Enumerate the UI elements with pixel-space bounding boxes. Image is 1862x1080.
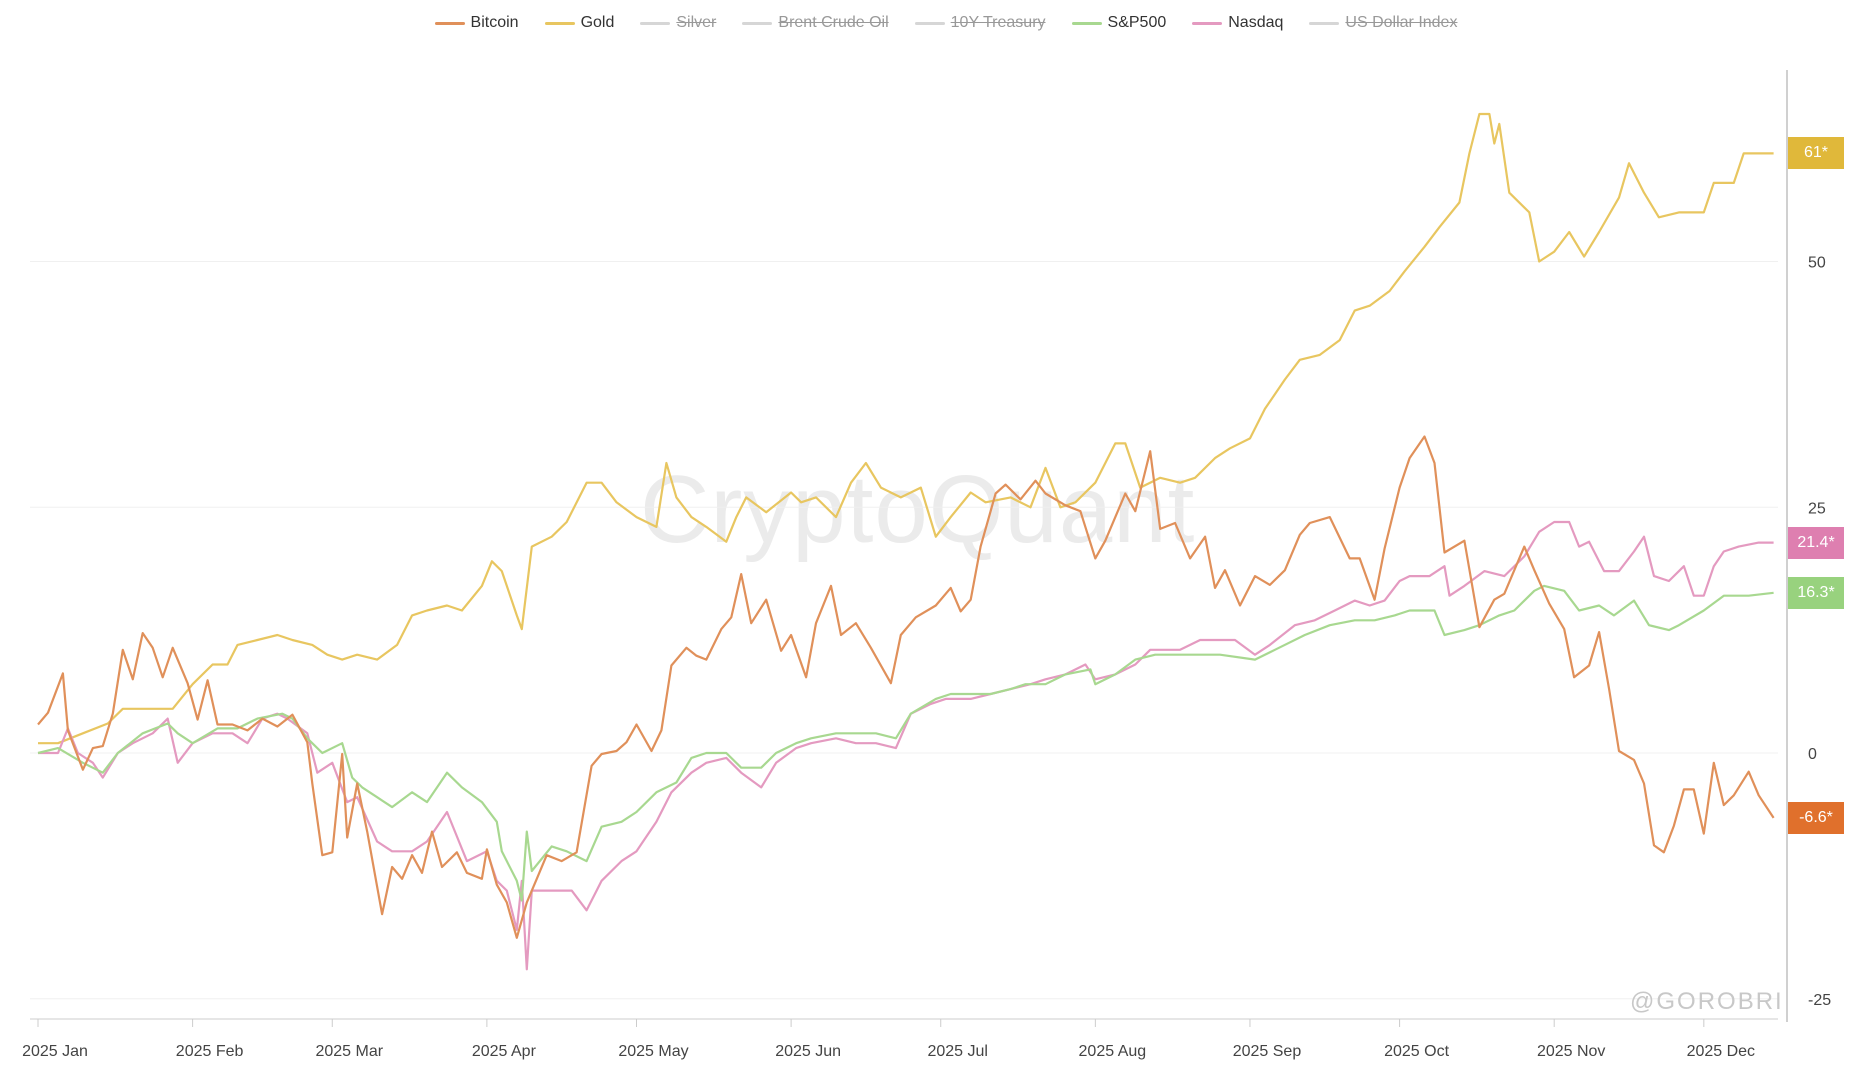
last-value-badge-bitcoin: -6.6* [1788,801,1844,834]
x-tick-label: 2025 Mar [315,1043,383,1060]
legend-label: Gold [580,14,615,31]
legend-swatch [742,21,773,25]
x-tick-label: 2025 Jan [22,1043,88,1060]
legend-label: Bitcoin [470,14,519,31]
series-line-bitcoin [37,435,1775,939]
credit-watermark: @GOROBRI [1630,988,1784,1015]
legend-label: Brent Crude Oil [778,14,889,31]
x-tick-label: 2025 Apr [472,1043,537,1060]
y-tick-label: 25 [1808,500,1826,517]
legend-swatch [914,21,945,25]
last-value-badge-s-p500: 16.3* [1788,576,1844,609]
legend-item-10y-treasury[interactable]: 10Y Treasury [914,14,1046,32]
legend-item-silver[interactable]: Silver [640,14,716,32]
legend-item-nasdaq[interactable]: Nasdaq [1192,14,1283,32]
legend-item-brent-crude-oil[interactable]: Brent Crude Oil [742,14,889,32]
x-tick-label: 2025 Jun [775,1043,841,1060]
legend-item-us-dollar-index[interactable]: US Dollar Index [1309,14,1457,32]
x-tick-label: 2025 Dec [1687,1043,1756,1060]
legend-item-gold[interactable]: Gold [544,14,615,32]
x-tick-label: 2025 Sep [1233,1043,1302,1060]
x-tick-label: 2025 Jul [927,1043,988,1060]
series-line-gold [38,112,1774,745]
x-tick-label: 2025 May [618,1043,688,1060]
x-tick-label: 2025 Nov [1537,1043,1606,1060]
legend-swatch [434,21,465,25]
legend-label: Nasdaq [1228,14,1284,31]
legend-label: US Dollar Index [1345,14,1458,31]
legend-label: Silver [676,14,717,31]
legend-swatch [544,21,575,25]
last-value-badge-gold: 61* [1788,137,1844,170]
legend-item-bitcoin[interactable]: Bitcoin [434,14,519,32]
legend-swatch [1192,21,1223,25]
legend-label: 10Y Treasury [950,14,1046,31]
legend: Bitcoin Gold Silver Brent Crude Oil 10Y Trea… [0,14,1862,32]
legend-label: S&P500 [1107,14,1167,31]
legend-swatch [1309,21,1340,25]
legend-swatch [640,21,671,25]
x-tick-label: 2025 Aug [1079,1043,1147,1060]
legend-swatch [1071,21,1102,25]
y-tick-label: -25 [1808,992,1831,1009]
y-tick-label: 0 [1808,746,1817,763]
y-tick-label: 50 [1808,255,1826,272]
legend-item-s-p500[interactable]: S&P500 [1071,14,1167,32]
x-tick-label: 2025 Oct [1384,1043,1449,1060]
series-line-nasdaq [38,520,1774,971]
last-value-badge-nasdaq: 21.4* [1788,526,1844,559]
x-tick-label: 2025 Feb [176,1043,244,1060]
series-line-s-p500 [37,584,1774,902]
